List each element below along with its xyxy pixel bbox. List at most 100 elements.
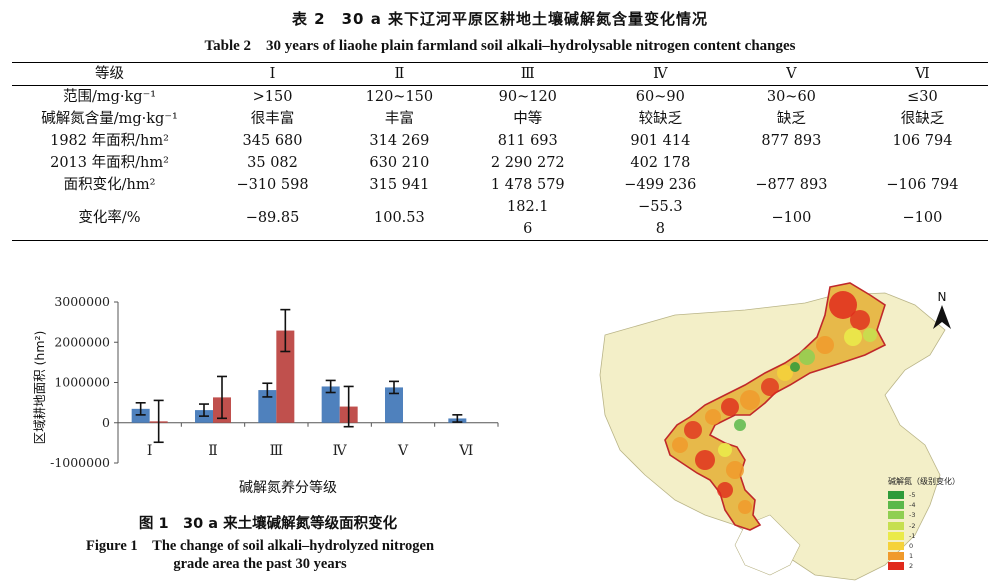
table-cell: 630 210	[369, 155, 430, 171]
table-cell: 901 414	[630, 133, 691, 149]
north-label: N	[938, 290, 947, 304]
cell-line: 6	[523, 221, 533, 237]
table-cell: 丰富	[384, 111, 414, 127]
legend-swatch	[888, 562, 904, 571]
table-title-en: Table 2 30 years of liaohe plain farmlan…	[204, 38, 796, 54]
table-cell: 1 478 579	[490, 177, 565, 193]
table-cell: 很丰富	[250, 111, 295, 127]
header-cell: Ⅲ	[460, 62, 595, 86]
map-legend: 碱解氮（级别变化） -5 -4 -3 -2 -1 0 1 2	[888, 476, 988, 572]
table-cell: 402 178	[630, 155, 691, 171]
legend-item: -4	[888, 500, 988, 510]
table-cell: 100.53	[338, 196, 461, 241]
legend-item: -5	[888, 490, 988, 500]
bar-chart: 3000000 2000000 1000000 0 -1000000 Ⅰ Ⅱ Ⅲ Ⅳ Ⅴ Ⅵ 碱解氮养…	[32, 294, 499, 496]
cell-line: −55.3	[638, 199, 683, 215]
cell-line: 8	[655, 221, 665, 237]
bar	[258, 390, 277, 423]
legend-label: -1	[909, 531, 916, 540]
nitrogen-change-map: N	[599, 282, 951, 581]
row-label: 变化率/%	[12, 196, 207, 241]
header-cell: Ⅰ	[207, 62, 339, 86]
table-row: 碱解氮含量/mg·kg⁻¹ 很丰富 丰富 中等 较缺乏 缺乏 很缺乏	[12, 108, 988, 130]
cell-line: 182.1	[507, 199, 549, 215]
y-tick-label: 1000000	[54, 375, 110, 390]
legend-label: -3	[909, 511, 916, 520]
table-row: 范围/mg·kg⁻¹ >150 120~150 90~120 60~90 30~…	[12, 86, 988, 109]
table-header-row: 等级 Ⅰ Ⅱ Ⅲ Ⅳ Ⅴ Ⅵ	[12, 62, 988, 86]
header-cell: 等级	[12, 62, 207, 86]
legend-item: -3	[888, 510, 988, 520]
x-tick-label: Ⅱ	[208, 443, 218, 459]
table-cell: 877 893	[761, 133, 822, 149]
table-cell: −310 598	[236, 177, 309, 193]
legend-label: 1	[909, 552, 914, 561]
legend-label: 2	[909, 562, 914, 571]
table-cell: −100	[725, 196, 857, 241]
table-cell: 90~120	[498, 89, 557, 105]
table-cell: 缺乏	[776, 111, 806, 127]
legend-item: 1	[888, 551, 988, 561]
x-axis-title: 碱解氮养分等级	[239, 479, 337, 496]
y-axis-title: 区域耕地面积 (hm²)	[32, 331, 47, 445]
legend-swatch	[888, 511, 904, 520]
table-cell: 35 082	[247, 155, 298, 171]
row-label: 面积变化/hm²	[63, 177, 156, 193]
north-arrow: N	[933, 290, 951, 329]
row-label: 1982 年面积/hm²	[50, 133, 169, 149]
table-cell	[857, 152, 988, 174]
header-cell: Ⅱ	[338, 62, 461, 86]
table-row: 变化率/% −89.85 100.53 182.1 6 −55.3 8 −100 −…	[12, 196, 988, 241]
table-cell: ≤30	[907, 89, 938, 105]
map-patches	[672, 291, 877, 514]
legend-item: -1	[888, 531, 988, 541]
figure-caption-en-line2: grade area the past 30 years	[173, 556, 347, 572]
table-cell: 中等	[513, 111, 543, 127]
bar	[131, 408, 150, 423]
table-row: 2013 年面积/hm² 35 082 630 210 2 290 272 40…	[12, 152, 988, 174]
legend-item: -2	[888, 521, 988, 531]
legend-title: 碱解氮（级别变化）	[888, 477, 960, 486]
table-cell: 182.1 6	[460, 196, 595, 241]
x-tick-label: Ⅰ	[147, 443, 153, 459]
legend-label: 0	[909, 542, 914, 551]
table-cell: 345 680	[242, 133, 303, 149]
table-cell: −100	[856, 196, 988, 241]
table-cell: 106 794	[892, 133, 953, 149]
table-cell: 60~90	[635, 89, 685, 105]
header-cell: Ⅴ	[725, 62, 857, 86]
legend-swatch	[888, 552, 904, 561]
table-cell: −877 893	[755, 177, 828, 193]
table-cell: 315 941	[369, 177, 430, 193]
table-cell: 120~150	[365, 89, 434, 105]
y-tick-label: -1000000	[50, 455, 110, 470]
table-cell: −499 236	[624, 177, 697, 193]
table-title-zh: 表 2 30 a 来下辽河平原区耕地土壤碱解氮含量变化情况	[291, 10, 709, 28]
table-cell: >150	[252, 89, 293, 105]
figure-caption-en-line1: Figure 1 The change of soil alkali–hydro…	[85, 538, 435, 554]
table-cell: 很缺乏	[900, 111, 945, 127]
row-label: 范围/mg·kg⁻¹	[62, 89, 157, 105]
table-row: 1982 年面积/hm² 345 680 314 269 811 693 901…	[12, 130, 988, 152]
legend-rows: -5 -4 -3 -2 -1 0 1 2	[888, 490, 988, 572]
table-cell: 811 693	[497, 133, 558, 149]
y-tick-label: 3000000	[54, 294, 110, 309]
x-tick-label: Ⅳ	[333, 443, 348, 459]
figure-caption-zh: 图 1 30 a 来土壤碱解氮等级面积变化	[138, 516, 398, 532]
north-arrow-icon	[933, 305, 951, 329]
legend-label: -4	[909, 501, 916, 510]
bar	[321, 386, 340, 423]
row-label: 2013 年面积/hm²	[50, 155, 169, 171]
bar	[385, 387, 403, 423]
legend-item: 2	[888, 561, 988, 571]
legend-swatch	[888, 491, 904, 500]
legend-label: -2	[909, 521, 916, 530]
legend-swatch	[888, 542, 904, 551]
table-cell: −106 794	[886, 177, 959, 193]
x-tick-label: Ⅲ	[270, 443, 284, 459]
x-tick-label: Ⅵ	[458, 443, 473, 459]
legend-label: -5	[909, 491, 916, 500]
x-tick-label: Ⅴ	[397, 443, 409, 459]
bar	[276, 330, 295, 423]
table-cell: 2 290 272	[490, 155, 565, 171]
